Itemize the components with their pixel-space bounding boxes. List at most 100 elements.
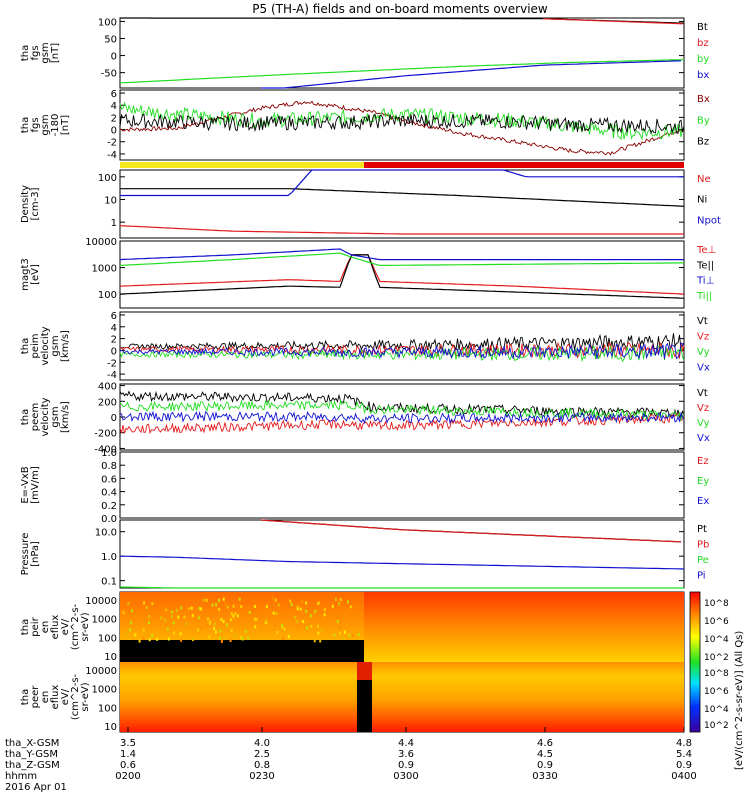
series-Npot: [120, 169, 684, 197]
speckle: [177, 615, 180, 619]
y-tick-label: 1000: [92, 264, 117, 275]
y-axis-label: en: [40, 691, 51, 704]
speckle: [136, 618, 139, 622]
y-axis-label: tha: [20, 689, 31, 705]
speckle: [199, 626, 202, 630]
y-axis-label: [km/s]: [60, 401, 71, 433]
speckle: [295, 620, 298, 624]
speckle: [198, 607, 201, 610]
speckle: [342, 636, 344, 640]
legend-Pb: Pb: [697, 540, 709, 551]
footer-row-label: tha_Z-GSM: [5, 760, 60, 771]
speckle: [171, 610, 174, 614]
speckle: [143, 601, 145, 605]
y-axis-label: tha: [20, 409, 31, 425]
y-tick-label: 10.0: [95, 528, 117, 539]
speckle: [215, 603, 218, 607]
speckle: [240, 605, 243, 608]
speckle: [179, 632, 182, 636]
y-tick-label: -4: [107, 150, 117, 161]
speckle: [319, 639, 322, 643]
figure-title: P5 (TH-A) fields and on-board moments ov…: [252, 2, 548, 16]
speckle: [218, 598, 221, 602]
speckle: [218, 608, 221, 611]
speckle: [281, 626, 284, 630]
speckle: [305, 601, 308, 605]
speckle: [219, 629, 222, 633]
speckle: [248, 611, 251, 614]
y-tick-label: 0: [111, 346, 117, 357]
y-axis-label: tha: [20, 338, 31, 354]
speckle: [233, 633, 236, 637]
y-tick-label: 1000: [92, 685, 117, 696]
series-Ti⊥: [119, 248, 684, 261]
speckle: [335, 597, 337, 601]
speckle: [122, 611, 125, 615]
speckle: [275, 612, 278, 615]
speckle: [187, 607, 190, 611]
y-tick-label: 4: [111, 101, 117, 112]
y-tick-label: 2: [111, 113, 117, 124]
speckle: [345, 619, 348, 623]
speckle: [317, 624, 320, 628]
speckle: [176, 609, 179, 612]
speckle: [296, 625, 299, 629]
legend-Te⊥: Te⊥: [696, 245, 716, 256]
speckle: [226, 605, 229, 609]
y-tick-label: 0: [111, 52, 117, 63]
y-tick-label: 100: [98, 290, 117, 301]
y-tick-label: 0.6: [101, 474, 117, 485]
legend-Te||: Te||: [696, 260, 714, 271]
legend-Vz: Vz: [697, 332, 709, 343]
y-axis-label: (cm^2-s-: [70, 673, 81, 720]
panel-peem_velocity: tha peem velocity gsm [km/s] 400 200 0 -200 -400 V…: [20, 382, 710, 456]
speckle: [302, 620, 304, 623]
mode-bar: [120, 162, 684, 168]
speckle: [338, 602, 340, 606]
speckle: [272, 611, 275, 615]
speckle: [209, 620, 212, 624]
footer-value: 0300: [393, 771, 418, 782]
y-axis-label: peim: [30, 333, 41, 358]
y-axis-label: [cm-3]: [30, 187, 41, 220]
legend-by: by: [697, 54, 709, 65]
speckle: [253, 604, 256, 608]
footer-row-label: tha_Y-GSM: [5, 749, 58, 760]
speckle: [351, 634, 354, 638]
speckle: [153, 616, 156, 620]
speckle: [265, 619, 268, 623]
speckle: [156, 637, 159, 641]
series-Pb: [260, 519, 682, 543]
y-tick-label: 10000: [85, 237, 117, 248]
y-axis-label: en: [40, 621, 51, 634]
speckle: [323, 613, 326, 617]
speckle: [287, 635, 290, 639]
speckle: [172, 621, 175, 625]
footer-value: 0.8: [254, 760, 270, 771]
speckle: [183, 615, 186, 619]
y-tick-label: -2: [107, 358, 117, 369]
mode-bar-fast-survey: [364, 162, 684, 168]
speckle: [282, 637, 285, 640]
speckle: [238, 597, 241, 601]
speckle: [253, 617, 256, 621]
y-tick-label: 6: [111, 311, 117, 322]
footer-axis-labels: tha_X-GSM 3.5 4.0 4.4 4.6 4.8 tha_Y-GSM 1.4 2.5 3…: [5, 727, 697, 793]
speckle: [296, 607, 299, 611]
speckle: [205, 598, 208, 602]
y-tick-label: 1.0: [101, 448, 117, 459]
speckle: [171, 615, 173, 619]
speckle: [192, 638, 194, 642]
series-Ti||: [119, 252, 684, 267]
speckle: [221, 620, 224, 624]
speckle: [148, 615, 151, 618]
legend-Ni: Ni: [697, 195, 707, 206]
speckle: [188, 609, 191, 613]
speckle: [164, 618, 166, 622]
y-axis-label: eV/: [60, 688, 71, 705]
y-axis-label: tha: [20, 619, 31, 635]
y-tick-label: 100: [98, 633, 117, 644]
speckle: [151, 602, 154, 606]
colorbar-tick: 10^8: [704, 669, 729, 679]
footer-value: 0.9: [398, 760, 414, 771]
